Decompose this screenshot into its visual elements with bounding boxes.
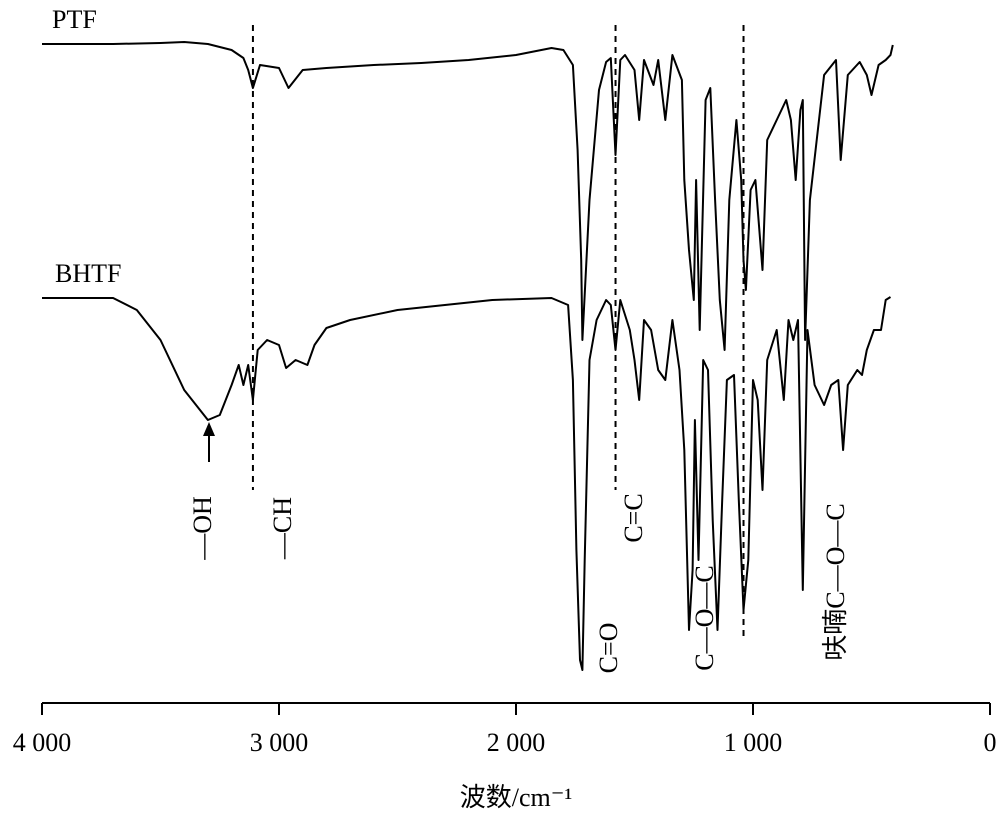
series-label: PTF — [52, 5, 97, 34]
spectrum-line — [42, 41, 894, 351]
annotation: —OH — [188, 496, 217, 561]
x-tick-label: 3 000 — [250, 728, 309, 757]
x-tick-label: 2 000 — [487, 728, 546, 757]
series-label: BHTF — [55, 259, 121, 288]
arrow-head — [203, 422, 215, 436]
spectrum-line — [42, 296, 892, 671]
x-tick-label: 4 000 — [13, 728, 72, 757]
annotation: C=C — [619, 493, 648, 542]
annotation: —CH — [268, 497, 297, 560]
annotation: C=O — [594, 623, 623, 674]
annotation: C—O—C — [690, 565, 719, 670]
annotation: 呋喃C—O—C — [821, 503, 850, 660]
x-tick-label: 0 — [984, 728, 997, 757]
x-tick-label: 1 000 — [724, 728, 783, 757]
x-axis-label: 波数/cm⁻¹ — [460, 783, 573, 812]
